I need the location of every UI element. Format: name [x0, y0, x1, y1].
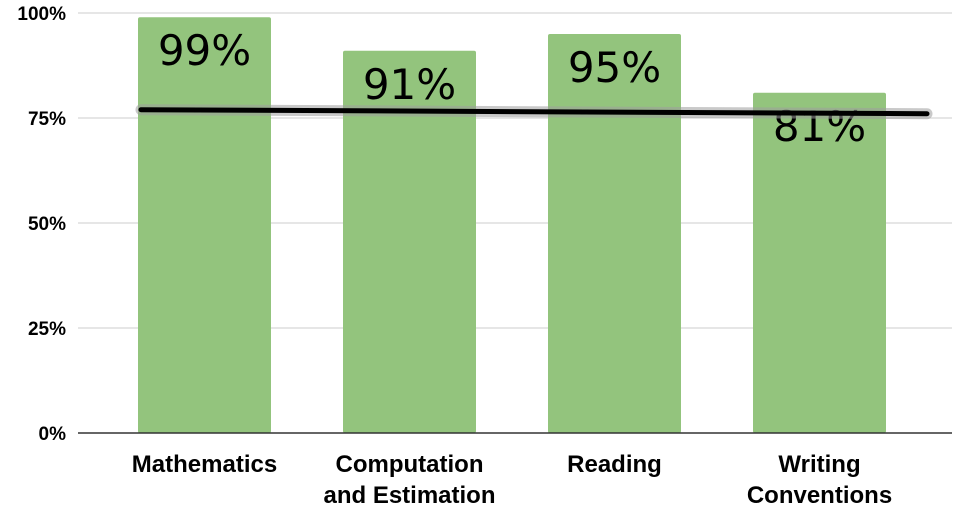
x-axis-category-labels: Mathematics Computation and Estimation Read…: [132, 451, 892, 509]
x-tick-label-line: Mathematics: [132, 451, 277, 478]
reference-line-group: [135, 104, 933, 120]
x-tick-label: Writing Conventions: [747, 451, 892, 509]
bar: [343, 50, 476, 434]
y-tick-label: 50%: [28, 214, 66, 235]
x-tick-label-line: Conventions: [747, 482, 892, 509]
bar: [548, 34, 681, 433]
y-axis-tick-labels: 0% 25% 50% 75% 100%: [17, 4, 66, 445]
data-label: 91%: [363, 60, 456, 109]
y-tick-label: 100%: [17, 4, 66, 25]
y-tick-label: 25%: [28, 319, 66, 340]
bars: [138, 17, 886, 434]
x-tick-label-line: Computation: [336, 451, 484, 478]
bar: [138, 17, 271, 433]
bar: [753, 92, 886, 434]
x-tick-label-line: Writing: [778, 451, 860, 478]
y-tick-label: 75%: [28, 109, 66, 130]
reference-line: [138, 107, 930, 117]
y-tick-label: 0%: [39, 424, 67, 445]
x-tick-label: Mathematics: [132, 451, 277, 478]
x-tick-label-line: Reading: [567, 451, 662, 478]
x-tick-label-line: and Estimation: [323, 482, 495, 509]
x-tick-label: Computation and Estimation: [323, 451, 495, 509]
data-label: 95%: [568, 43, 661, 92]
x-tick-label: Reading: [567, 451, 662, 478]
data-label: 99%: [158, 26, 251, 75]
